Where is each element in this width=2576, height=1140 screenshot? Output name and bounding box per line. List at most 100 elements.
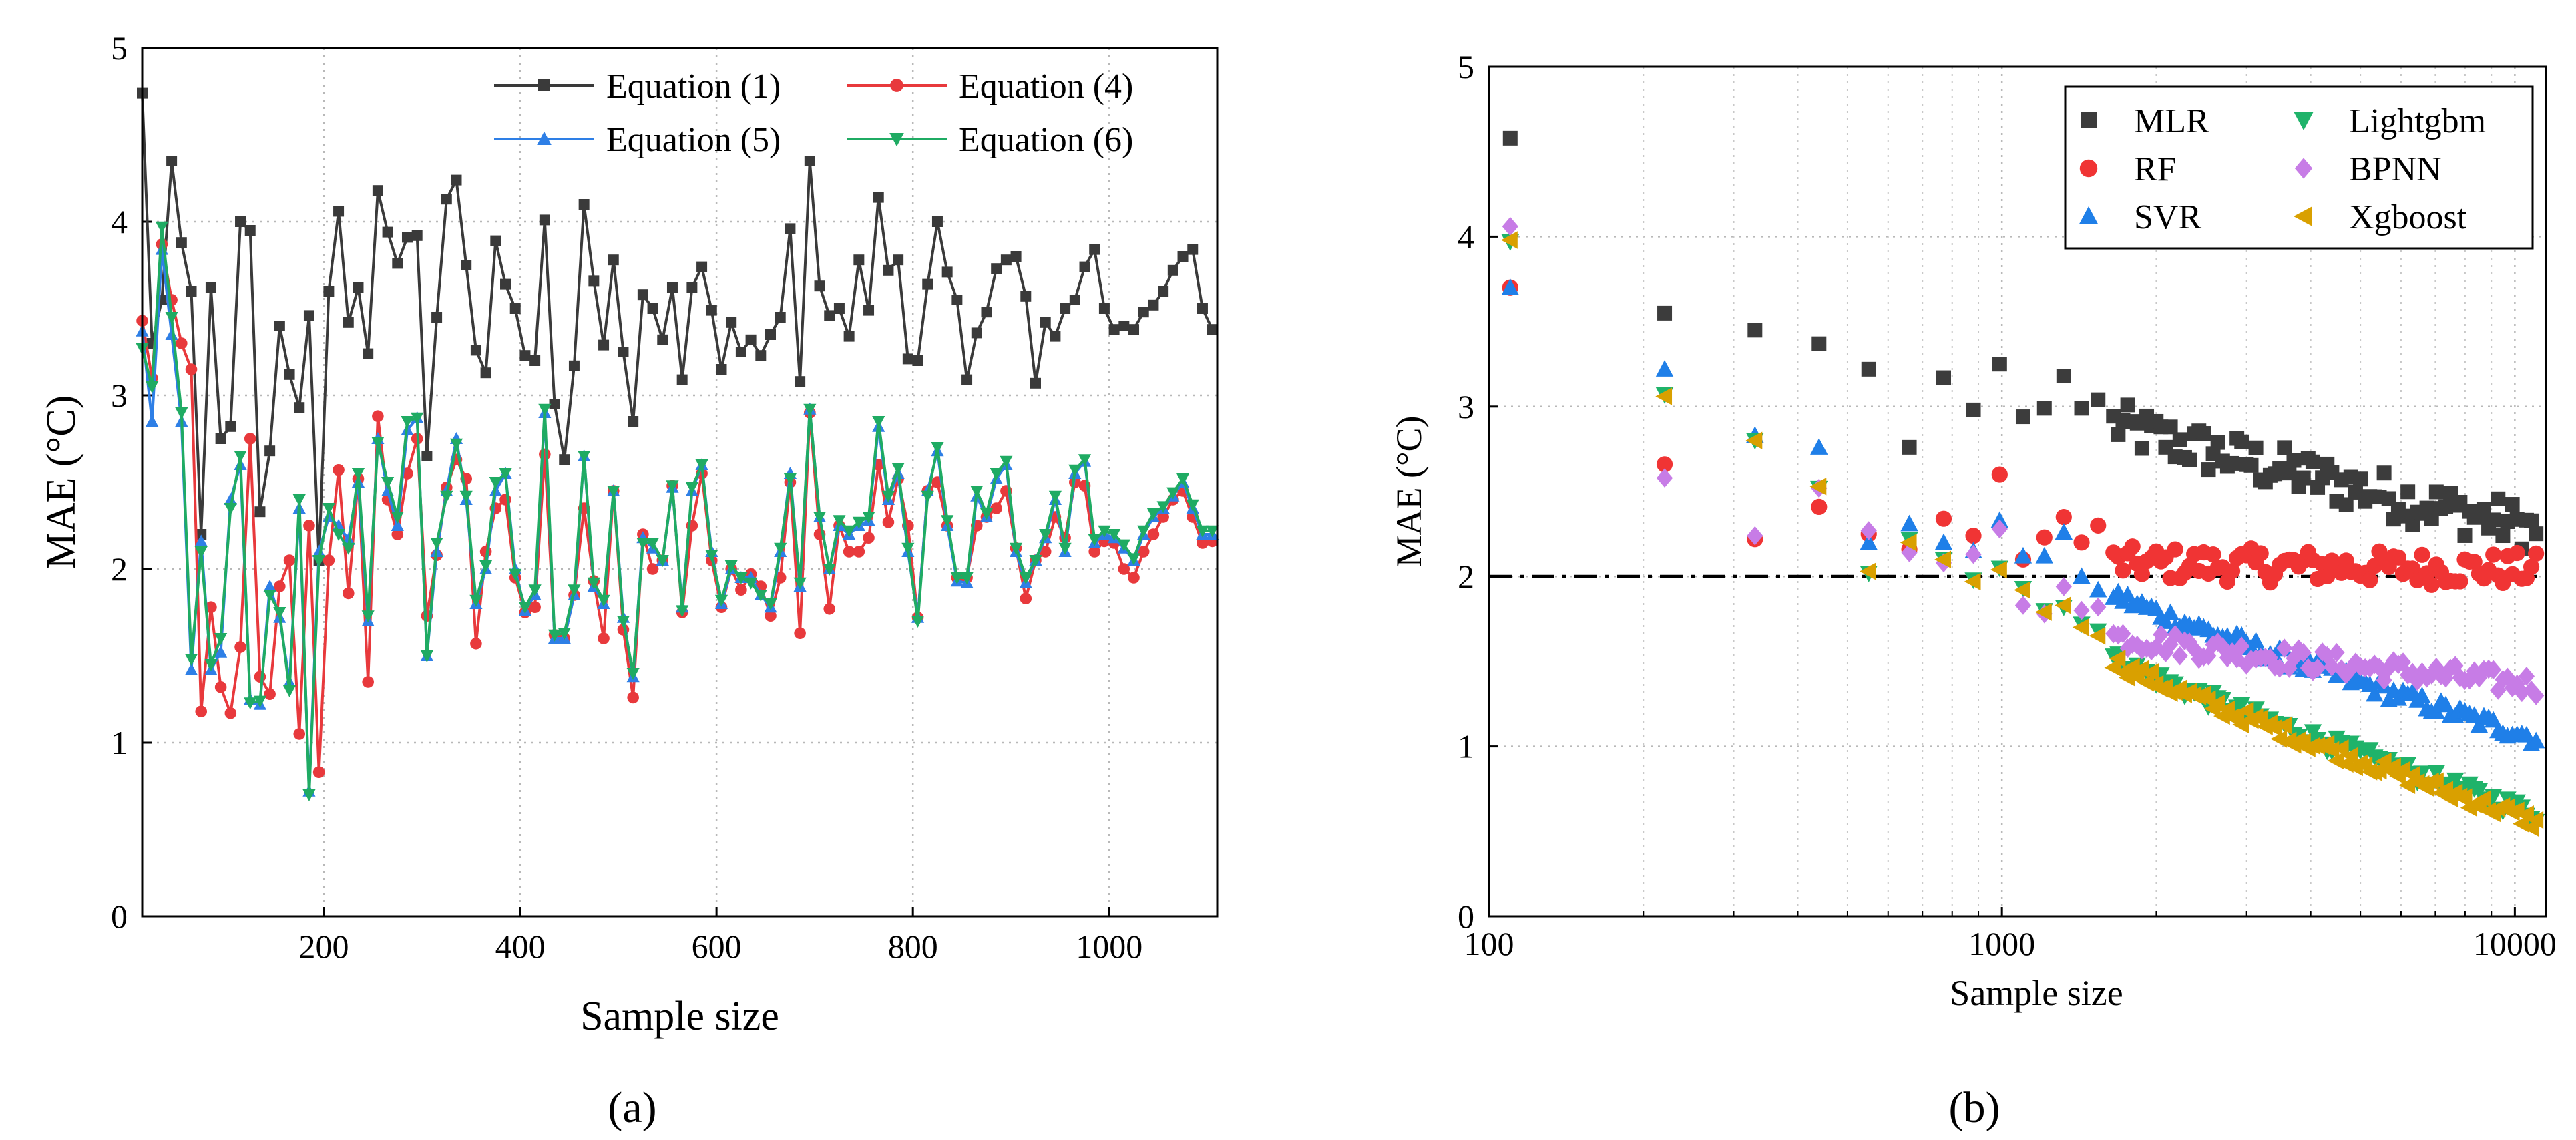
data-point [401, 416, 414, 428]
data-point [1040, 317, 1051, 328]
data-point [1088, 534, 1101, 546]
data-point [2413, 687, 2431, 703]
data-point [2181, 632, 2198, 652]
data-point [1148, 299, 1159, 311]
data-point [795, 376, 806, 387]
legend-entry: Equation (5) [494, 121, 781, 159]
data-point [2272, 658, 2288, 678]
data-point [1068, 464, 1082, 477]
data-point [2223, 563, 2241, 580]
data-point [205, 601, 217, 613]
data-point [1039, 546, 1052, 558]
data-point [2229, 648, 2245, 669]
panel-b-y-tick-label: 3 [1458, 388, 1474, 425]
series-lightgbm [1501, 234, 2545, 831]
data-point [1809, 478, 1827, 496]
data-point [2529, 526, 2544, 542]
panel-b-y-axis-label: MAE (°C) [1389, 415, 1429, 567]
data-point [1501, 231, 1518, 249]
data-point [2518, 667, 2535, 686]
series-line [141, 93, 1214, 561]
data-point [302, 789, 316, 801]
data-point [449, 438, 463, 451]
data-point [2035, 603, 2052, 621]
panel-b-x-tick-label: 1000 [1968, 925, 2035, 962]
data-point [214, 645, 228, 658]
data-point [647, 303, 658, 314]
data-point [2072, 618, 2089, 636]
data-point [2090, 597, 2107, 617]
data-point [2452, 573, 2468, 590]
data-point [539, 214, 550, 226]
data-point [2414, 662, 2430, 682]
data-point [176, 237, 187, 248]
data-point [2243, 457, 2259, 473]
data-point [2248, 440, 2264, 455]
data-point [1019, 572, 1032, 584]
panel-a-y-tick-label: 5 [111, 29, 128, 67]
data-point [175, 407, 188, 419]
legend-entry: SVR [2079, 198, 2201, 236]
data-point [244, 697, 257, 710]
data-point [1206, 525, 1219, 538]
data-point [1030, 377, 1041, 389]
data-point [1166, 487, 1180, 500]
data-point [863, 532, 875, 544]
data-point [754, 590, 767, 602]
data-point [361, 610, 375, 623]
data-point [292, 494, 306, 506]
data-point [893, 254, 904, 266]
data-point [1991, 466, 2008, 483]
data-point [1138, 307, 1149, 318]
data-point [597, 594, 610, 607]
data-point [1657, 305, 1673, 321]
data-point [2428, 657, 2444, 677]
data-point [1861, 361, 1876, 377]
panel-b-ticks: 0 1 2 3 4 5 100 1000 10000 [1458, 48, 2557, 962]
legend-entry: Equation (4) [847, 67, 1133, 106]
data-point [833, 303, 845, 314]
panel-a-y-tick-label: 2 [111, 550, 128, 588]
data-point [2210, 435, 2225, 450]
data-point [657, 334, 668, 345]
data-point [1655, 387, 1673, 405]
data-point [862, 512, 875, 524]
legend-marker [2294, 112, 2314, 130]
data-point [921, 490, 934, 503]
data-point [2528, 545, 2545, 562]
panel-a-series [136, 87, 1219, 801]
data-point [628, 416, 639, 427]
data-point [685, 482, 698, 494]
data-point [184, 662, 198, 675]
data-point [2527, 731, 2545, 749]
data-point [312, 766, 325, 778]
data-point [1060, 303, 1071, 314]
data-point [765, 610, 777, 622]
data-point [342, 587, 355, 600]
data-point [1990, 560, 2007, 579]
series-mlr [1502, 130, 2544, 556]
data-point [2295, 643, 2312, 662]
data-point [470, 638, 482, 650]
data-point [2475, 790, 2491, 808]
data-point [843, 331, 855, 342]
panel-a-grid [142, 48, 1217, 916]
data-point [981, 307, 992, 318]
data-point [2208, 694, 2225, 713]
data-point [303, 520, 315, 532]
data-point [2414, 546, 2430, 563]
data-point [1901, 543, 1918, 562]
data-point [2528, 686, 2545, 705]
panel-b-y-tick-label: 0 [1458, 898, 1474, 935]
data-point [991, 263, 1002, 274]
data-point [2527, 811, 2544, 829]
data-point [852, 516, 865, 529]
data-point [2137, 673, 2155, 692]
data-point [214, 633, 228, 645]
data-point [2073, 600, 2090, 620]
data-point [489, 477, 502, 489]
data-point [2370, 761, 2387, 780]
data-point [2436, 781, 2454, 799]
data-point [184, 654, 198, 667]
